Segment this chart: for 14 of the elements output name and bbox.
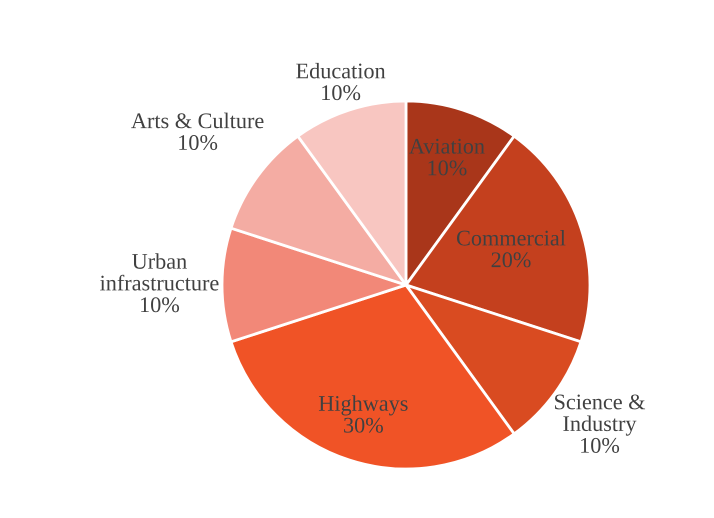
slice-label: Urban infrastructure [100, 253, 219, 291]
data-label: 10% [428, 160, 467, 176]
slice-label: Science & Industry [555, 394, 646, 436]
slice-label: Arts & Culture [131, 112, 264, 128]
data-label: 20% [492, 252, 531, 268]
slice-label: Education [296, 62, 386, 78]
slice-label: Highways [318, 395, 408, 416]
data-label: 10% [141, 297, 180, 312]
data-label: 10% [179, 135, 218, 150]
slice-label: Aviation [409, 138, 485, 154]
data-label: 10% [581, 438, 620, 453]
data-label: 30% [344, 418, 383, 433]
data-label: 10% [322, 85, 360, 100]
slice-label: Commercial [456, 230, 566, 246]
